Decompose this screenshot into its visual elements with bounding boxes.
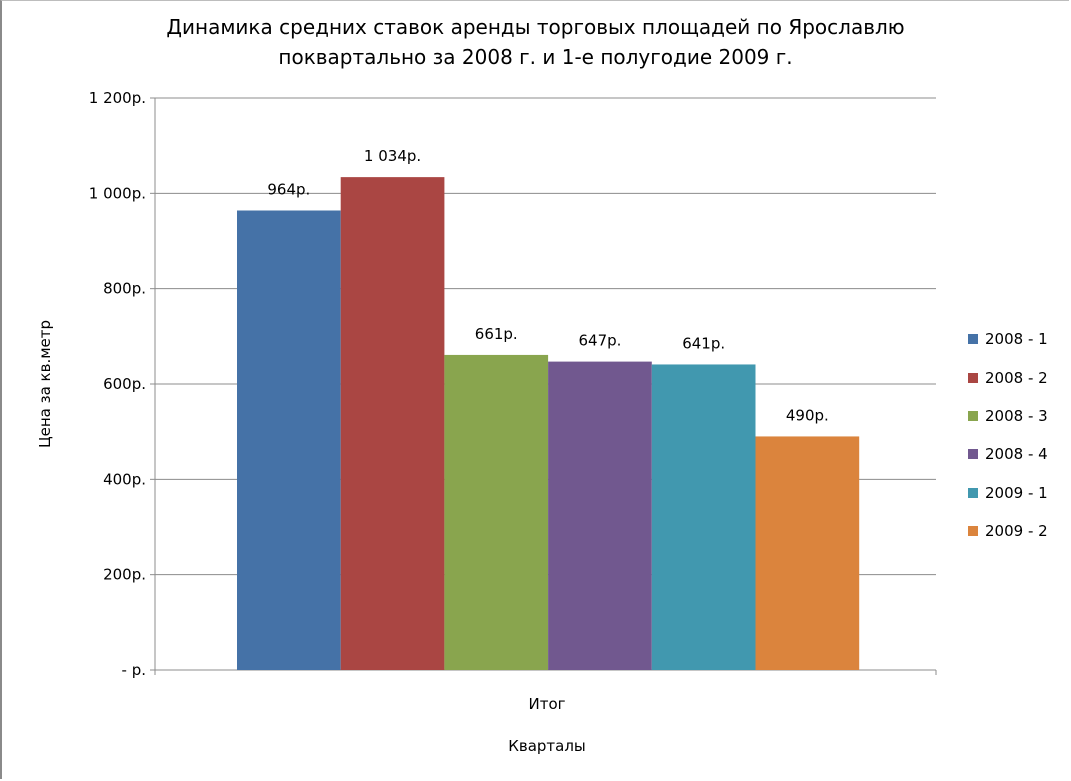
y-axis-ticks: - р. 200р. 400р. 600р. 800р. 1 000р. 1 200р.: [89, 89, 146, 679]
y-tick-label: - р.: [122, 661, 146, 679]
bar-2008-3: [444, 354, 549, 670]
legend-swatch: [968, 410, 978, 421]
bar-2009-2: [755, 436, 860, 670]
y-axis-title: Цена за кв.метр: [36, 320, 54, 448]
bars: [237, 177, 860, 671]
legend-item: 2008 - 4: [968, 435, 1068, 473]
legend-item: 2009 - 2: [968, 512, 1068, 550]
data-labels: 964р. 1 034р. 661р. 647р. 641р. 490р.: [267, 147, 828, 424]
data-label: 647р.: [578, 332, 621, 350]
chart-title-line-2: поквартально за 2008 г. и 1-е полугодие …: [278, 45, 793, 69]
legend-item: 2008 - 2: [968, 358, 1068, 396]
bar-2008-2: [340, 177, 445, 671]
legend-swatch: [968, 372, 978, 383]
bar-2008-1: [237, 210, 341, 670]
data-label: 490р.: [786, 406, 829, 424]
bar-2008-4: [548, 361, 652, 670]
legend-item: 2008 - 1: [968, 320, 1068, 358]
legend-label: 2008 - 2: [985, 368, 1048, 387]
legend-swatch: [968, 334, 978, 345]
legend-swatch: [968, 487, 978, 498]
x-category-label: Итог: [528, 695, 565, 713]
legend-label: 2008 - 4: [985, 445, 1048, 464]
legend-label: 2009 - 2: [985, 522, 1048, 541]
data-label: 964р.: [267, 180, 310, 198]
x-axis-title: Кварталы: [508, 737, 586, 755]
y-tick-label: 200р.: [103, 566, 146, 584]
data-label: 661р.: [475, 325, 518, 343]
y-tick-label: 1 000р.: [89, 184, 146, 202]
chart-title: Динамика средних ставок аренды торговых …: [0, 12, 1071, 72]
legend-label: 2008 - 1: [985, 330, 1048, 349]
legend-label: 2009 - 1: [985, 483, 1048, 502]
y-tick-label: 400р.: [103, 470, 146, 488]
y-tick-label: 800р.: [103, 280, 146, 298]
legend-swatch: [968, 526, 978, 537]
legend: 2008 - 1 2008 - 2 2008 - 3 2008 - 4 2009 - 1…: [968, 320, 1068, 550]
legend-item: 2008 - 3: [968, 397, 1068, 435]
y-tick-label: 1 200р.: [89, 89, 146, 107]
chart-title-line-1: Динамика средних ставок аренды торговых …: [166, 15, 905, 39]
bar-2009-1: [651, 364, 756, 670]
legend-swatch: [968, 449, 978, 460]
y-tick-label: 600р.: [103, 375, 146, 393]
data-label: 1 034р.: [364, 147, 421, 165]
legend-item: 2009 - 1: [968, 474, 1068, 512]
data-label: 641р.: [682, 334, 725, 352]
legend-label: 2008 - 3: [985, 406, 1048, 425]
